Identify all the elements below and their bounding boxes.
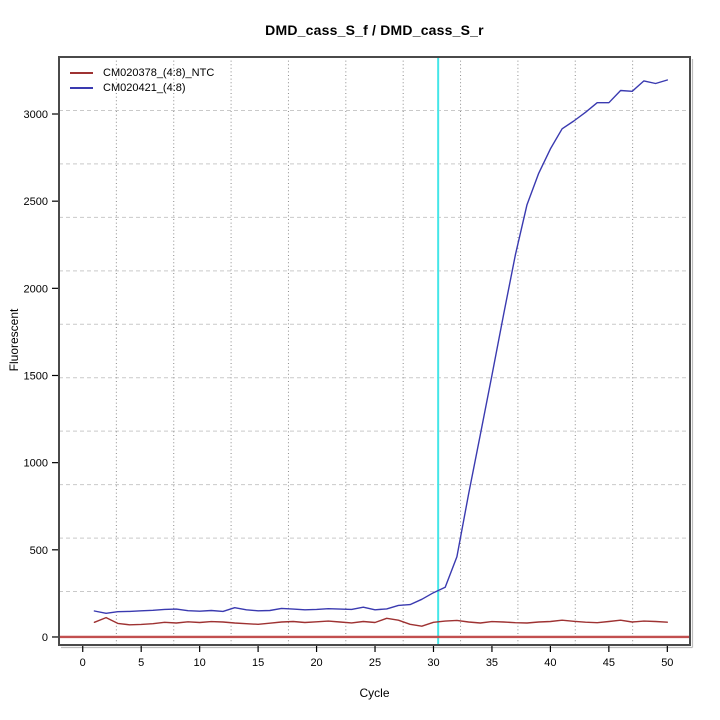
legend-label: CM020421_(4:8)	[103, 81, 186, 94]
y-tick-label: 1500	[24, 370, 48, 382]
x-tick-label: 45	[603, 657, 615, 669]
y-tick-label: 2500	[24, 196, 48, 208]
x-tick-label: 15	[252, 657, 264, 669]
x-tick-label: 25	[369, 657, 381, 669]
legend-item: CM020421_(4:8)	[70, 80, 214, 95]
x-tick-label: 10	[194, 657, 206, 669]
x-tick-label: 40	[544, 657, 556, 669]
legend-line-swatch	[70, 71, 93, 74]
legend-label: CM020378_(4:8)_NTC	[103, 66, 215, 79]
x-tick-label: 5	[138, 657, 144, 669]
y-tick-label: 3000	[24, 109, 48, 121]
x-axis-ticks: 0 5 10 15 20 25 30 35 40 45 50	[80, 646, 673, 669]
y-tick-label: 0	[42, 632, 48, 644]
x-tick-label: 30	[427, 657, 439, 669]
legend-item: CM020378_(4:8)_NTC	[70, 65, 214, 80]
legend-line-swatch	[70, 86, 93, 89]
y-tick-label: 2000	[24, 283, 48, 295]
ntc-curve-line	[93, 616, 668, 627]
chart-title: DMD_cass_S_f / DMD_cass_S_r	[265, 22, 484, 38]
y-axis-ticks: 0 500 1000 1500 2000 2500 3000	[24, 109, 58, 644]
sample-curve-line	[93, 79, 668, 614]
y-tick-label: 500	[30, 545, 48, 557]
y-tick-label: 1000	[24, 458, 48, 470]
x-tick-label: 50	[661, 657, 673, 669]
x-tick-label: 35	[486, 657, 498, 669]
y-axis-label: Fluorescent	[7, 308, 21, 372]
x-tick-label: 0	[80, 657, 86, 669]
plot-border	[58, 56, 691, 646]
legend: CM020378_(4:8)_NTC CM020421_(4:8)	[70, 65, 214, 95]
x-axis-label: Cycle	[359, 686, 390, 700]
x-tick-label: 20	[310, 657, 322, 669]
horizontal-gridlines	[59, 109, 690, 593]
vertical-gridlines	[115, 57, 634, 645]
